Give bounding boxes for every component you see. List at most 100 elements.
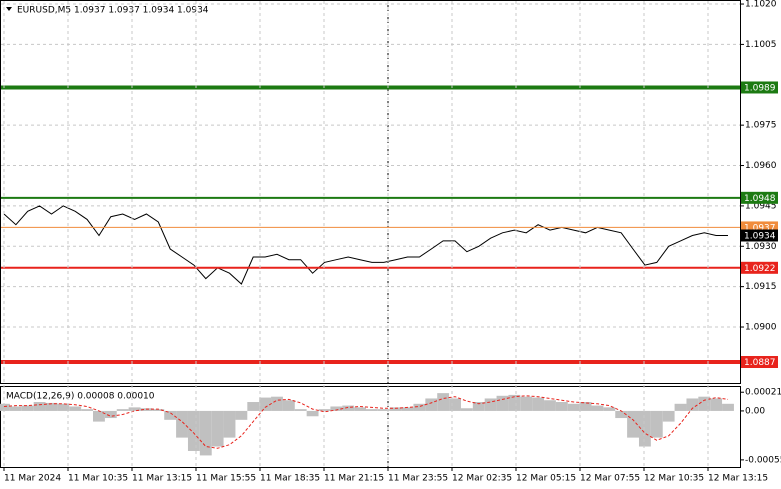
- signal-line: [3, 395, 729, 449]
- macd-bar: [176, 410, 188, 438]
- macd-bar: [627, 410, 639, 438]
- macd-bar: [449, 398, 461, 411]
- macd-bar: [650, 410, 663, 438]
- level-label: 1.0937: [744, 223, 776, 233]
- macd-bar: [674, 403, 687, 411]
- macd-bar: [460, 408, 473, 411]
- macd-bar: [164, 410, 177, 420]
- macd-bar: [45, 402, 58, 411]
- time-label: 12 Mar 07:55: [580, 474, 640, 484]
- macd-bar: [33, 402, 46, 411]
- macd-bar: [128, 407, 141, 411]
- level-label-bg: [741, 191, 778, 204]
- symbol-header: EURUSD,M5 1.0937 1.0937 1.0934 1.0934: [17, 6, 209, 16]
- time-label: 11 Mar 18:35: [260, 474, 320, 484]
- y-tick-label: 0.00: [745, 406, 765, 416]
- macd-bar: [472, 402, 485, 411]
- macd-bar: [377, 409, 390, 411]
- y-tick-label: 1.0945: [745, 201, 777, 211]
- macd-bar: [389, 407, 402, 411]
- macd-bar: [235, 410, 248, 420]
- macd-bar: [603, 407, 616, 411]
- time-label: 12 Mar 10:35: [644, 474, 704, 484]
- macd-bar: [425, 398, 438, 411]
- macd-bar: [247, 402, 260, 411]
- price-panel: [0, 0, 741, 384]
- macd-bar: [9, 406, 22, 411]
- macd-bar: [93, 410, 105, 422]
- macd-bar: [21, 405, 34, 411]
- time-label: 11 Mar 10:35: [68, 474, 128, 484]
- macd-bar: [722, 403, 734, 411]
- macd-bar: [544, 400, 556, 411]
- time-label: 11 Mar 21:15: [324, 474, 384, 484]
- macd-bar: [211, 410, 224, 447]
- macd-bar: [152, 409, 165, 411]
- level-label: 1.0948: [744, 194, 776, 204]
- macd-bar: [401, 407, 414, 411]
- macd-bar: [366, 409, 378, 411]
- y-tick-label: 0.00021: [745, 388, 781, 398]
- y-tick-label: 1.0915: [745, 282, 777, 292]
- macd-bar: [615, 410, 628, 419]
- level-label: 1.0887: [744, 358, 776, 368]
- macd-bar: [199, 410, 212, 456]
- macd-bar: [567, 403, 580, 411]
- y-tick-label: 1.1005: [745, 40, 777, 50]
- macd-bar: [710, 398, 723, 411]
- macd-bar: [116, 409, 129, 411]
- macd-bar: [638, 410, 651, 447]
- macd-bar: [496, 395, 509, 411]
- macd-bar: [484, 398, 497, 411]
- price-label: 1.0934: [744, 232, 776, 242]
- macd-bar: [437, 393, 450, 411]
- price-label-bg: [741, 229, 778, 242]
- y-tick-label: 1.1020: [745, 0, 777, 10]
- macd-bar: [342, 405, 355, 411]
- level-label: 1.0922: [744, 264, 776, 274]
- macd-bar: [508, 394, 521, 411]
- y-tick-label: 1.0960: [745, 161, 777, 171]
- y-tick-label: 1.0975: [745, 121, 777, 131]
- macd-bar: [294, 409, 307, 411]
- macd-bar: [271, 396, 283, 411]
- macd-bar: [354, 407, 366, 411]
- macd-bar: [591, 405, 604, 411]
- macd-bar: [330, 406, 343, 411]
- y-tick-label: -0.00055: [745, 455, 781, 465]
- y-tick-label: 1.0930: [745, 242, 777, 252]
- macd-bar: [662, 410, 675, 422]
- time-label: 12 Mar 13:15: [708, 474, 768, 484]
- macd-bar: [69, 406, 82, 411]
- macd-bar: [520, 396, 533, 411]
- level-label: 1.0989: [744, 83, 776, 93]
- menu-arrow: [6, 7, 12, 11]
- time-label: 12 Mar 05:15: [516, 474, 576, 484]
- macd-bar: [555, 402, 568, 411]
- level-label-bg: [741, 356, 778, 369]
- time-label: 11 Mar 15:55: [196, 474, 256, 484]
- macd-bar: [223, 410, 236, 438]
- macd-bar: [259, 397, 272, 411]
- time-label: 11 Mar 2024: [4, 474, 61, 484]
- macd-bar: [104, 410, 117, 419]
- time-label: 11 Mar 13:15: [132, 474, 192, 484]
- macd-bar: [698, 396, 711, 411]
- macd-bar: [187, 410, 200, 451]
- macd-bar: [532, 397, 545, 411]
- macd-bar: [81, 409, 94, 411]
- level-label-bg: [741, 261, 778, 274]
- time-label: 11 Mar 23:55: [388, 474, 448, 484]
- level-label-bg: [741, 81, 778, 94]
- macd-bar: [282, 400, 295, 411]
- time-label: 12 Mar 02:35: [452, 474, 512, 484]
- macd-bar: [0, 403, 10, 411]
- macd-legend: MACD(12,26,9) 0.00008 0.00010: [6, 392, 155, 402]
- macd-bar: [579, 402, 592, 411]
- macd-bar: [686, 398, 699, 411]
- price-line: [3, 205, 728, 285]
- y-tick-label: 1.0900: [745, 323, 777, 333]
- macd-panel: [0, 386, 741, 468]
- macd-bar: [413, 403, 426, 411]
